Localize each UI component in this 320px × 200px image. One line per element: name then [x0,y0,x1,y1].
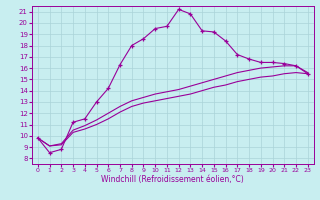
X-axis label: Windchill (Refroidissement éolien,°C): Windchill (Refroidissement éolien,°C) [101,175,244,184]
